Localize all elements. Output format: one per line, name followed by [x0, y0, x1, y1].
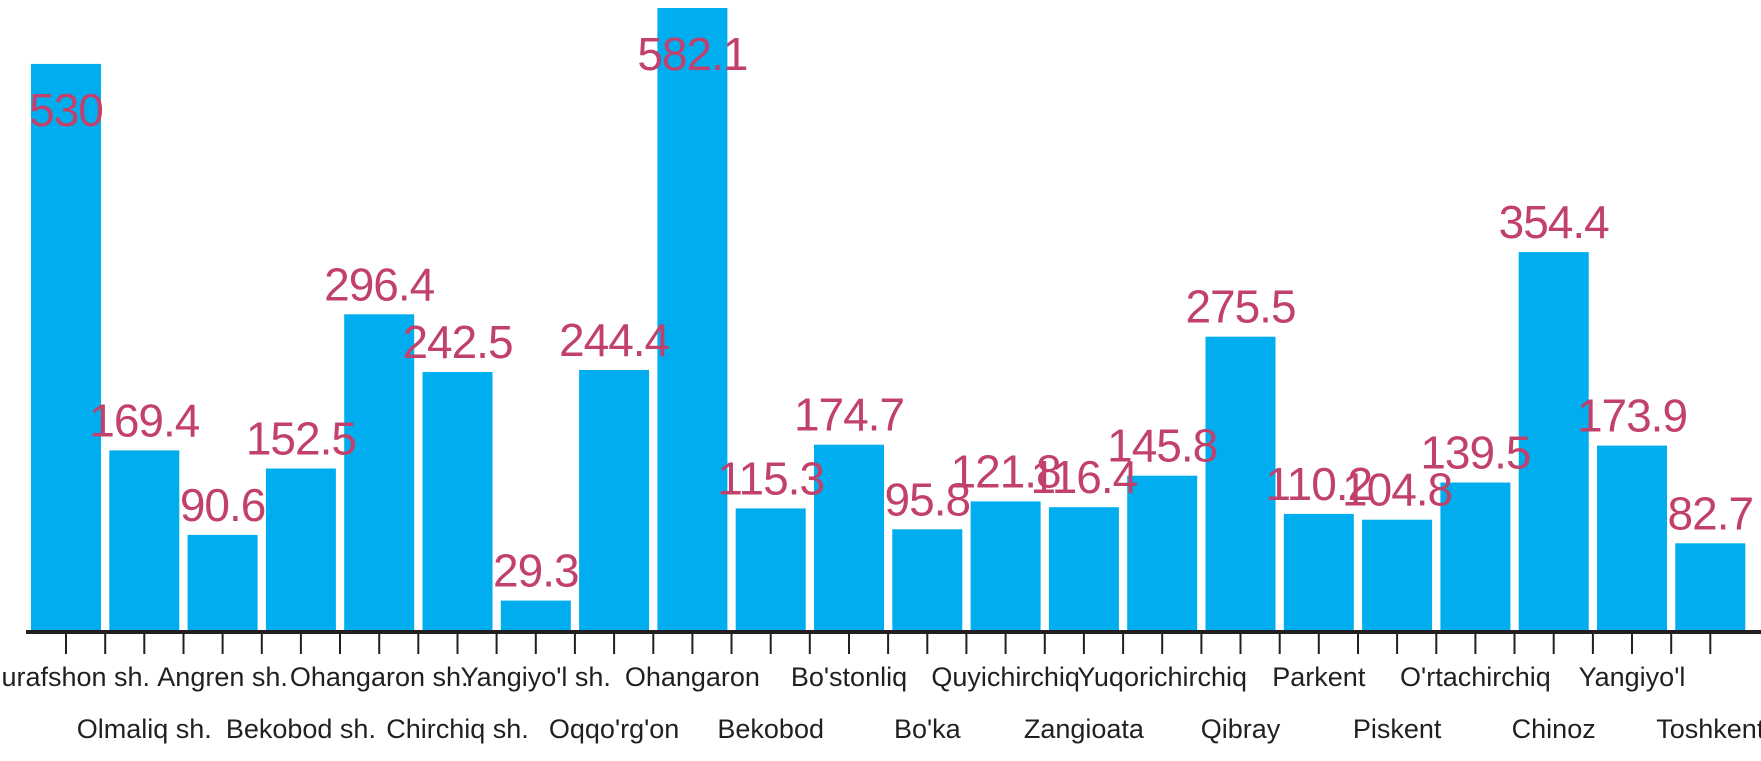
value-label-7: 29.3: [493, 545, 579, 597]
value-label-15: 145.8: [1107, 420, 1217, 472]
bar-4: [265, 468, 336, 632]
value-label-3: 90.6: [180, 479, 266, 531]
category-label-16: Qibray: [1201, 714, 1281, 744]
category-label-13: Quyichirchiq: [931, 662, 1080, 692]
bar-21: [1597, 445, 1667, 632]
value-label-2: 169.4: [89, 394, 200, 446]
bar-19: [1440, 482, 1511, 632]
value-label-8: 244.4: [559, 314, 670, 366]
category-label-10: Bekobod: [717, 714, 824, 744]
bar-11: [814, 444, 884, 632]
value-label-18: 104.8: [1342, 464, 1452, 516]
category-labels-layer: Nurafshon sh. Olmaliq sh. Angren sh. Bekobo…: [0, 662, 1761, 744]
bar-1: [31, 63, 101, 632]
category-label-6: Chirchiq sh.: [386, 714, 529, 744]
value-label-4: 152.5: [246, 413, 356, 465]
value-label-20: 354.4: [1499, 196, 1610, 248]
category-label-2: Olmaliq sh.: [77, 714, 212, 744]
value-label-6: 242.5: [402, 316, 512, 368]
category-label-14: Zangioata: [1024, 714, 1145, 744]
bar-14: [1048, 507, 1119, 632]
bar-8: [579, 370, 650, 632]
bar-16: [1205, 336, 1276, 632]
category-label-17: Parkent: [1272, 662, 1366, 692]
category-label-21: Yangiyo'l: [1579, 662, 1686, 692]
bar-15: [1127, 475, 1198, 632]
category-label-7: Yangiyo'l sh.: [461, 662, 611, 692]
category-label-3: Angren sh.: [157, 662, 288, 692]
category-label-8: Oqqo'rg'on: [549, 714, 679, 744]
bar-10: [735, 508, 806, 632]
category-label-5: Ohangaron sh.: [290, 662, 469, 692]
category-label-11: Bo'stonliq: [791, 662, 907, 692]
bar-7: [500, 600, 571, 632]
bar-9: [657, 8, 728, 632]
value-label-10: 115.3: [717, 452, 824, 504]
value-label-1: 530: [29, 84, 103, 136]
value-label-19: 139.5: [1420, 427, 1530, 479]
value-label-5: 296.4: [324, 258, 435, 310]
bar-5: [344, 314, 415, 632]
ticks-layer: [65, 632, 1712, 654]
value-label-14: 116.4: [1031, 451, 1138, 503]
value-label-12: 95.8: [885, 473, 971, 525]
bar-3: [187, 534, 258, 632]
value-label-9: 582.1: [637, 28, 747, 80]
value-label-17: 110.2: [1265, 458, 1372, 510]
bars-layer: [31, 8, 1746, 632]
bar-22: [1675, 543, 1746, 632]
category-label-18: Piskent: [1353, 714, 1442, 744]
category-label-1: Nurafshon sh.: [0, 662, 150, 692]
category-label-4: Bekobod sh.: [226, 714, 376, 744]
bar-13: [970, 501, 1041, 632]
value-labels-layer: 530 169.4 90.6 152.5 296.4 242.5 29.3 244.4 582.…: [29, 28, 1754, 597]
value-label-11: 174.7: [794, 389, 904, 441]
category-label-12: Bo'ka: [894, 714, 962, 744]
bar-17: [1283, 513, 1354, 632]
value-label-16: 275.5: [1185, 281, 1295, 333]
category-label-20: Chinoz: [1512, 714, 1596, 744]
category-label-15: Yuqorichirchiq: [1077, 662, 1247, 692]
bar-18: [1362, 519, 1433, 632]
bar-12: [892, 529, 963, 632]
bar-20: [1518, 252, 1589, 632]
value-label-21: 173.9: [1577, 390, 1687, 442]
value-label-13: 121.8: [951, 445, 1061, 497]
bar-2: [109, 450, 180, 632]
category-label-22: Toshkent: [1656, 714, 1761, 744]
bar-6: [422, 372, 493, 632]
category-label-9: Ohangaron: [625, 662, 760, 692]
value-label-22: 82.7: [1668, 487, 1754, 539]
category-label-19: O'rtachirchiq: [1400, 662, 1551, 692]
